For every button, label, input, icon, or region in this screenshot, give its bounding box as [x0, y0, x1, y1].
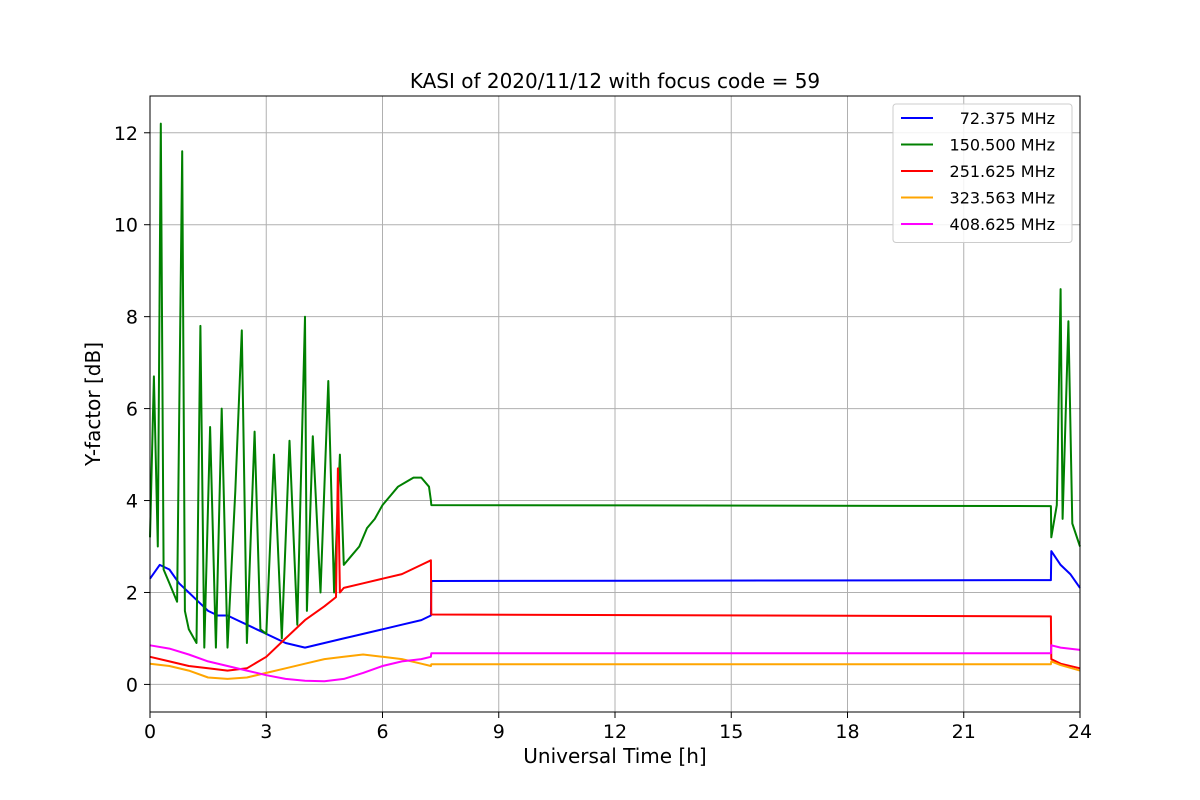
y-tick-label: 0 [126, 674, 138, 696]
y-tick-label: 4 [126, 491, 138, 513]
series-line-5 [149, 644, 1081, 683]
x-tick-label: 3 [260, 721, 272, 743]
legend-entry: 323.563 MHz [950, 189, 1055, 208]
x-axis: 0 3 6 9 12 15 18 21 24 [144, 712, 1092, 743]
y-tick-label: 8 [126, 307, 138, 329]
legend-entry: 408.625 MHz [950, 215, 1055, 234]
series-line-3 [149, 467, 1081, 672]
x-tick-label: 18 [835, 721, 859, 743]
series-line-2 [149, 122, 1081, 649]
legend-entry: 251.625 MHz [950, 162, 1055, 181]
x-tick-label: 6 [376, 721, 388, 743]
x-tick-label: 24 [1068, 721, 1092, 743]
legend: 72.375 MHz 150.500 MHz 251.625 MHz 323.563 … [892, 103, 1073, 243]
x-axis-label: Universal Time [h] [523, 744, 706, 768]
y-tick-label: 2 [126, 582, 138, 604]
x-tick-label: 9 [493, 721, 505, 743]
legend-entry: 72.375 MHz [960, 109, 1055, 128]
x-tick-label: 21 [952, 721, 976, 743]
legend-entry: 150.500 MHz [950, 136, 1055, 155]
series-line-4 [149, 653, 1081, 680]
legend-box [892, 103, 1073, 243]
y-axis-label: Y-factor [dB] [81, 342, 105, 467]
x-tick-label: 12 [603, 721, 627, 743]
y-tick-label: 12 [114, 123, 138, 145]
y-tick-label: 10 [114, 215, 138, 237]
plot-lines [149, 122, 1081, 683]
x-tick-label: 15 [719, 721, 743, 743]
y-axis: 0 2 4 6 8 10 12 [114, 123, 150, 696]
chart-title: KASI of 2020/11/12 with focus code = 59 [410, 69, 820, 93]
series-line-1 [149, 550, 1081, 649]
x-tick-label: 0 [144, 721, 156, 743]
y-tick-label: 6 [126, 399, 138, 421]
